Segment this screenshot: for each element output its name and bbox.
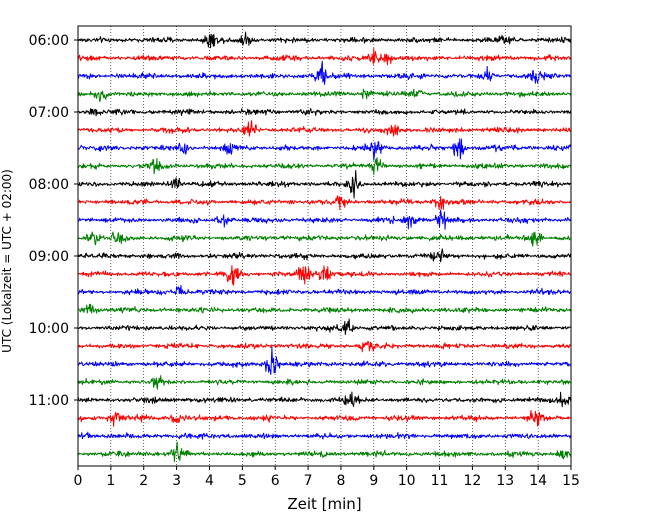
trace-0815 xyxy=(77,195,572,211)
x-tick-label-1: 1 xyxy=(106,473,115,489)
trace-0830 xyxy=(77,209,572,230)
y-tick-label-0600: 06:00 xyxy=(29,33,69,49)
trace-1045 xyxy=(77,375,572,390)
x-tick-label-6: 6 xyxy=(271,473,280,489)
trace-1030 xyxy=(77,346,572,375)
trace-1130 xyxy=(77,431,572,440)
trace-0930 xyxy=(77,284,572,296)
x-tick-label-13: 13 xyxy=(496,473,514,489)
y-axis-label: UTC (Lokalzeit = UTC + 02:00) xyxy=(0,169,14,353)
x-tick-label-5: 5 xyxy=(238,473,247,489)
x-tick-label-9: 9 xyxy=(369,473,378,489)
trace-group xyxy=(77,31,572,463)
x-tick-label-8: 8 xyxy=(336,473,345,489)
x-tick-label-14: 14 xyxy=(529,473,547,489)
trace-0900 xyxy=(77,248,572,263)
x-tick-label-2: 2 xyxy=(139,473,148,489)
trace-0630 xyxy=(77,60,572,85)
trace-0615 xyxy=(77,47,572,66)
y-tick-label-0700: 07:00 xyxy=(29,105,69,121)
trace-0745 xyxy=(77,157,572,175)
trace-0715 xyxy=(77,120,572,137)
y-tick-label-1100: 11:00 xyxy=(29,393,69,409)
grid-lines xyxy=(110,26,539,466)
y-axis-ticks: 06:00 07:00 08:00 09:00 10:00 11:00 xyxy=(29,33,78,409)
y-tick-label-1000: 10:00 xyxy=(29,321,69,337)
plot-frame xyxy=(77,25,572,467)
trace-0730 xyxy=(77,138,572,161)
x-tick-label-11: 11 xyxy=(431,473,449,489)
x-tick-label-7: 7 xyxy=(304,473,313,489)
trace-0700 xyxy=(77,107,572,117)
y-tick-label-0900: 09:00 xyxy=(29,249,69,265)
x-tick-label-4: 4 xyxy=(205,473,214,489)
trace-0645 xyxy=(77,88,572,103)
y-tick-label-0800: 08:00 xyxy=(29,177,69,193)
trace-0915 xyxy=(77,265,572,286)
x-tick-label-10: 10 xyxy=(398,473,416,489)
trace-1015 xyxy=(77,340,572,353)
x-tick-label-15: 15 xyxy=(562,473,580,489)
trace-0600 xyxy=(77,31,572,49)
x-axis-ticks: 0 1 2 3 4 5 6 7 8 9 10 11 12 13 14 15 xyxy=(74,466,580,489)
trace-1000 xyxy=(77,318,572,335)
trace-1100 xyxy=(77,391,572,408)
trace-0845 xyxy=(77,231,572,247)
x-tick-label-12: 12 xyxy=(463,473,481,489)
x-axis-label: Zeit [min] xyxy=(287,495,361,513)
trace-1115 xyxy=(77,409,572,427)
trace-0945 xyxy=(77,303,572,314)
x-tick-label-0: 0 xyxy=(74,473,83,489)
trace-0800 xyxy=(77,170,572,199)
trace-1145 xyxy=(77,441,572,463)
x-tick-label-3: 3 xyxy=(172,473,181,489)
